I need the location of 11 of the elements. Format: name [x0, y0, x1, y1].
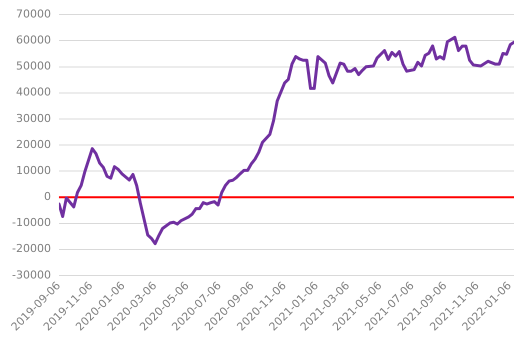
y-tick-label: -30000	[12, 268, 51, 282]
y-tick-label: 70000	[16, 7, 51, 20]
y-tick-label: 50000	[16, 60, 51, 73]
y-tick-label: -20000	[12, 242, 51, 256]
y-tick-label: 30000	[16, 112, 51, 125]
y-tick-label: 20000	[16, 138, 51, 151]
y-tick-label: 10000	[16, 164, 51, 177]
y-tick-label: -10000	[12, 216, 51, 230]
y-tick-label: 60000	[16, 34, 51, 47]
y-tick-label: 40000	[16, 86, 51, 99]
y-tick-label: 0	[44, 190, 51, 204]
